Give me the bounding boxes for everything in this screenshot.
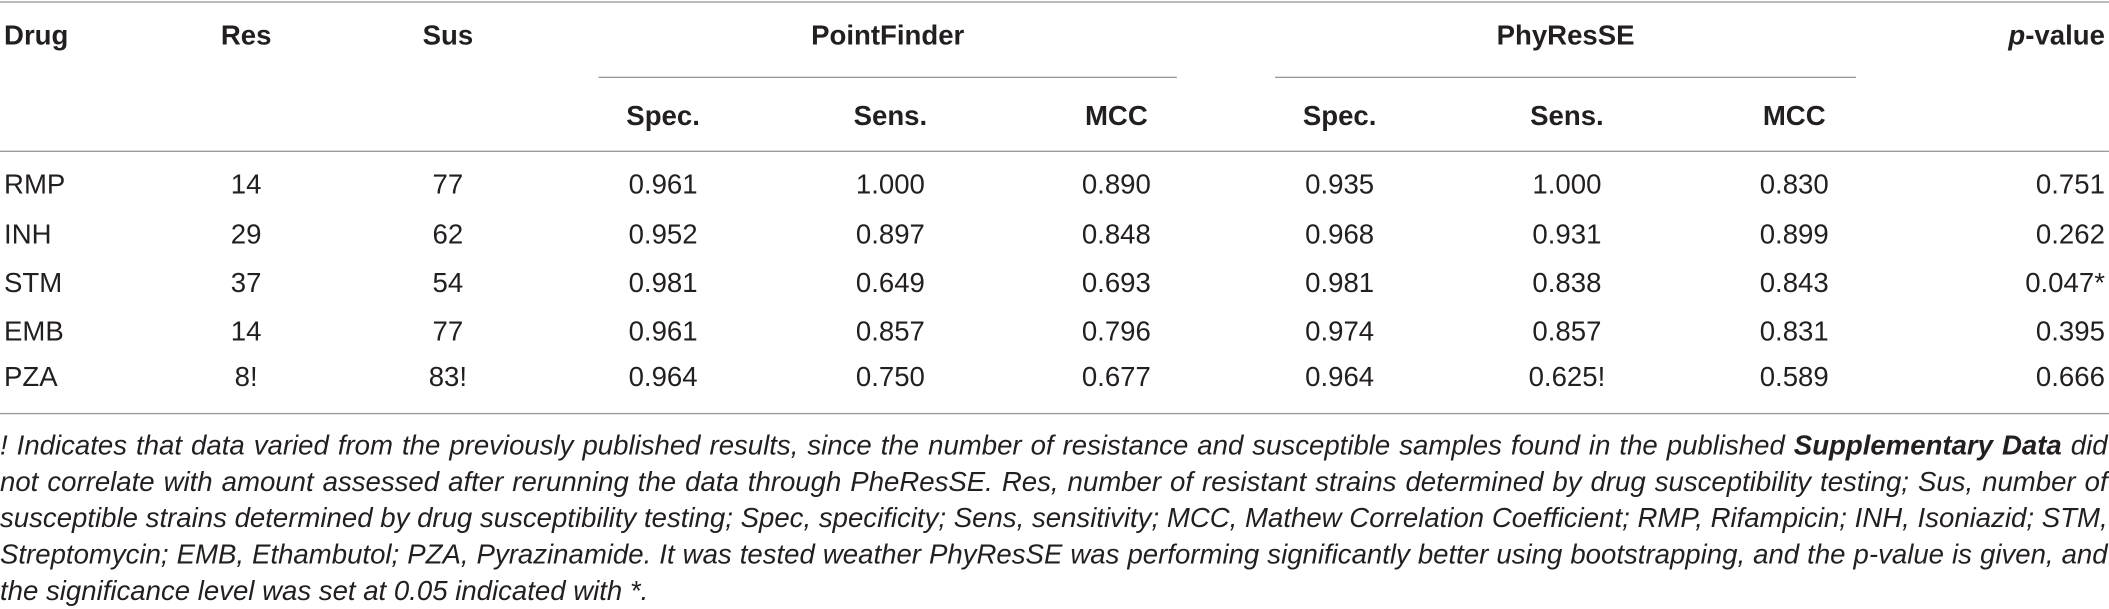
data-cell: 0.935 xyxy=(1305,169,1375,201)
data-cell: 0.964 xyxy=(1305,361,1375,393)
data-cell: 0.968 xyxy=(1305,219,1375,251)
header-cell: Drug xyxy=(4,20,69,52)
header-rule xyxy=(0,150,2109,152)
data-cell: 0.589 xyxy=(1759,361,1829,393)
subheader-cell: MCC xyxy=(1762,100,1826,132)
row-label: EMB xyxy=(4,316,64,348)
pvalue-header: p-value xyxy=(2008,20,2105,52)
data-cell: 37 xyxy=(230,267,262,299)
data-cell: 0.857 xyxy=(855,316,925,348)
data-cell: 0.751 xyxy=(2035,169,2105,201)
footnote-text: did not correlate with amount assessed a… xyxy=(0,430,2108,607)
group-header: PointFinder xyxy=(811,20,965,52)
data-cell: 0.899 xyxy=(1759,219,1829,251)
data-cell: 77 xyxy=(432,316,464,348)
data-cell: 83! xyxy=(428,361,468,393)
data-cell: 0.796 xyxy=(1081,316,1151,348)
subheader-cell: MCC xyxy=(1084,100,1148,132)
data-cell: 77 xyxy=(432,169,464,201)
row-label: INH xyxy=(4,219,52,251)
data-cell: 0.649 xyxy=(855,267,925,299)
header-cell: Sus xyxy=(422,20,474,52)
data-cell: 0.974 xyxy=(1305,316,1375,348)
subheader-cell: Spec. xyxy=(1302,100,1377,132)
data-cell: 0.750 xyxy=(855,361,925,393)
data-cell: 0.047* xyxy=(2025,267,2105,299)
data-cell: 0.831 xyxy=(1759,316,1829,348)
data-cell: 14 xyxy=(230,169,262,201)
row-label: STM xyxy=(4,267,63,299)
footnote-text: ! Indicates that data varied from the pr… xyxy=(0,430,1794,462)
pvalue-rest: -value xyxy=(2025,20,2105,52)
data-cell: 0.961 xyxy=(628,169,698,201)
data-cell: 0.693 xyxy=(1081,267,1151,299)
data-cell: 1.000 xyxy=(1532,169,1602,201)
top-rule xyxy=(0,1,2109,3)
group-rule xyxy=(598,76,1177,79)
data-cell: 0.857 xyxy=(1532,316,1602,348)
subheader-cell: Sens. xyxy=(1530,100,1604,132)
subheader-cell: Spec. xyxy=(626,100,700,132)
subheader-cell: Sens. xyxy=(853,100,928,132)
data-cell: 0.830 xyxy=(1759,169,1829,201)
data-cell: 0.952 xyxy=(628,219,698,251)
data-cell: 54 xyxy=(432,267,464,299)
data-cell: 29 xyxy=(230,219,262,251)
row-label: RMP xyxy=(4,169,66,201)
footnote-emphasis: Supplementary Data xyxy=(1793,430,2062,462)
data-cell: 1.000 xyxy=(855,169,925,201)
data-cell: 0.981 xyxy=(1305,267,1375,299)
data-cell: 0.981 xyxy=(628,267,698,299)
data-cell: 0.262 xyxy=(2035,219,2105,251)
data-cell: 0.395 xyxy=(2035,316,2105,348)
row-label: PZA xyxy=(4,361,58,393)
data-cell: 0.677 xyxy=(1081,361,1151,393)
data-cell: 8! xyxy=(234,361,258,393)
data-cell: 0.838 xyxy=(1532,267,1602,299)
data-cell: 0.890 xyxy=(1081,169,1151,201)
data-cell: 0.964 xyxy=(628,361,698,393)
data-cell: 62 xyxy=(432,219,464,251)
pvalue-italic: p xyxy=(2008,20,2026,52)
group-rule xyxy=(1275,76,1857,79)
data-cell: 0.897 xyxy=(855,219,925,251)
group-header: PhyResSE xyxy=(1496,20,1635,52)
header-cell: Res xyxy=(220,20,272,52)
data-cell: 0.843 xyxy=(1759,267,1829,299)
data-cell: 0.961 xyxy=(628,316,698,348)
footnote: ! Indicates that data varied from the pr… xyxy=(0,428,2108,609)
bottom-rule xyxy=(0,412,2109,415)
data-cell: 0.848 xyxy=(1081,219,1151,251)
data-cell: 14 xyxy=(230,316,262,348)
data-cell: 0.625! xyxy=(1528,361,1606,393)
data-cell: 0.666 xyxy=(2035,361,2105,393)
data-cell: 0.931 xyxy=(1532,219,1602,251)
